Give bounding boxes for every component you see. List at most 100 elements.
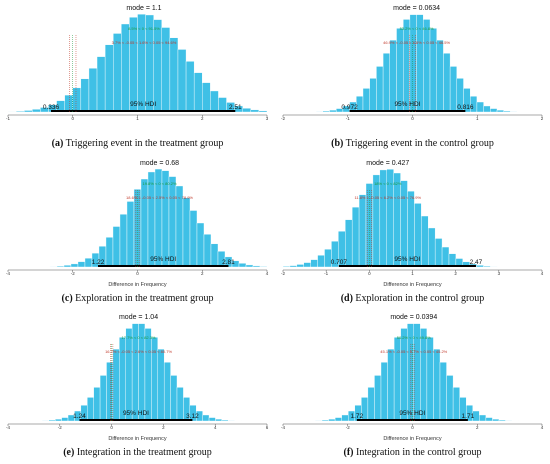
histogram-bar <box>428 227 436 268</box>
histogram-bar <box>322 110 330 113</box>
x-tick-label: 1 <box>476 116 479 121</box>
histogram-bar <box>129 17 138 113</box>
histogram-bar <box>88 68 98 113</box>
x-tick-label: 4 <box>266 271 269 276</box>
x-tick-label: 4 <box>541 271 544 276</box>
caption-f: (f) Integration in the control group <box>275 447 550 458</box>
histogram-bar <box>321 419 329 422</box>
histogram-bar <box>80 78 90 113</box>
rope-label: 11.8% < -0.05 < 6.2% < 0.05 < 76.9% <box>354 195 421 200</box>
histogram-bar <box>32 109 41 113</box>
caption-b-letter: (b) <box>331 138 344 149</box>
histogram-bar <box>441 246 450 268</box>
x-tick-label: 4 <box>214 425 217 430</box>
histogram-bar <box>119 214 128 268</box>
histogram-bar <box>439 362 447 422</box>
caption-e-letter: (e) <box>63 447 75 458</box>
hdi-high-label: 0.816 <box>457 104 474 111</box>
rope-label: 45.1% < -0.05 < 9.7% < 0.05 < 45.2% <box>380 349 447 354</box>
histogram-bar <box>56 265 65 268</box>
hdi-label: 95% HDI <box>399 410 425 417</box>
histogram-bar <box>193 72 203 113</box>
histogram-bar <box>403 19 411 113</box>
histogram-bar <box>446 375 454 422</box>
histogram-bar <box>452 387 460 422</box>
histogram-bar <box>393 172 401 268</box>
histogram-bar <box>498 419 506 422</box>
histogram-bar <box>61 417 69 422</box>
x-tick-label: 1 <box>411 271 414 276</box>
caption-a: (a) Triggering event in the treatment gr… <box>0 138 275 149</box>
histogram-bar <box>358 194 367 268</box>
caption-c: (c) Exploration in the treatment group <box>0 293 275 304</box>
histogram-bar <box>382 53 390 113</box>
caption-f-letter: (f) <box>343 447 354 458</box>
histogram-bar <box>490 108 498 113</box>
x-axis-label: Difference in Frequency <box>383 282 442 288</box>
histogram-bar <box>289 265 298 268</box>
histogram-bar <box>176 387 184 422</box>
histogram-bar <box>208 417 216 422</box>
histogram-bar <box>449 66 458 113</box>
histogram-bar <box>376 66 384 113</box>
x-tick-label: 2 <box>162 425 165 430</box>
histogram-bar <box>362 88 370 113</box>
x-tick-label: 1 <box>136 116 139 121</box>
histogram-bar <box>372 174 381 268</box>
x-tick-label: -4 <box>6 271 10 276</box>
hdi-low-label: 0.707 <box>331 259 348 266</box>
hdi-label: 95% HDI <box>130 101 156 108</box>
histogram-bar <box>369 78 377 113</box>
hdi-high-label: 3.12 <box>186 413 199 420</box>
panel-d: -2 -1 0 1 2 3 4 95% HDI 0.707 2.47 mode = 0.427 18%… <box>275 155 550 310</box>
caption-d-letter: (d) <box>340 293 353 304</box>
hdi-low-label: 1.22 <box>92 259 105 266</box>
histogram-bar <box>258 110 268 113</box>
histogram-bar <box>112 226 121 268</box>
histogram-bar <box>252 265 261 268</box>
x-tick-label: 3 <box>498 271 501 276</box>
histogram-bar <box>126 201 135 268</box>
x-tick-label: 0 <box>136 271 139 276</box>
histogram-bar <box>485 417 493 422</box>
mode-label: mode = 0.68 <box>140 160 179 167</box>
chart-d: -2 -1 0 1 2 3 4 95% HDI 0.707 2.47 mode = 0.427 18%… <box>281 160 544 288</box>
hdi-high-label: 2.47 <box>470 259 483 266</box>
x-tick-label: 0 <box>110 425 113 430</box>
histogram-bar <box>185 61 195 113</box>
histogram-bar <box>245 264 254 268</box>
caption-c-text: Exploration in the treatment group <box>75 293 214 304</box>
histogram-bar <box>196 222 205 268</box>
x-tick-label: 2 <box>476 425 479 430</box>
x-tick-label: -2 <box>346 425 350 430</box>
histogram-bar <box>436 39 444 113</box>
caption-b-text: Triggering event in the control group <box>345 138 494 149</box>
x-tick-label: -2 <box>71 271 75 276</box>
histogram-bar <box>351 206 360 268</box>
caption-d-text: Exploration in the control group <box>355 293 485 304</box>
histogram-bar <box>55 418 62 422</box>
hdi-label: 95% HDI <box>150 256 176 263</box>
histogram-bar <box>189 210 198 268</box>
panel-e: -4 -2 0 2 4 6 95% HDI 1.24 3.12 mode = 1.04 17.7% … <box>0 309 275 464</box>
histogram-bar <box>105 237 114 268</box>
x-tick-label: 6 <box>266 425 269 430</box>
panel-b: -2 -1 0 1 2 95% HDI 0.972 0.816 mode = 0.0634 53.… <box>275 0 550 155</box>
histogram-bar <box>479 414 487 422</box>
rope-label: 46.9% < -0.05 < 6.6% < 0.05 < 46.5% <box>383 40 450 45</box>
histogram-bar <box>169 37 179 113</box>
comparison-label: 53.2% < 0 < 46.8% <box>400 26 434 31</box>
histogram-bar <box>48 419 56 422</box>
histogram-bar <box>23 110 33 113</box>
x-tick-label: 3 <box>266 116 269 121</box>
histogram-bar <box>202 414 210 422</box>
hdi-low-label: 0.336 <box>43 104 60 111</box>
histogram-bar <box>492 418 500 422</box>
histogram-bar <box>221 419 229 422</box>
x-tick-label: 0 <box>411 116 414 121</box>
histogram-bar <box>367 387 375 422</box>
caption-d: (d) Exploration in the control group <box>275 293 550 304</box>
comparison-label: 18% < 0 < 82% <box>374 181 402 186</box>
x-tick-label: -1 <box>324 271 328 276</box>
hdi-low-label: 0.972 <box>341 104 358 111</box>
